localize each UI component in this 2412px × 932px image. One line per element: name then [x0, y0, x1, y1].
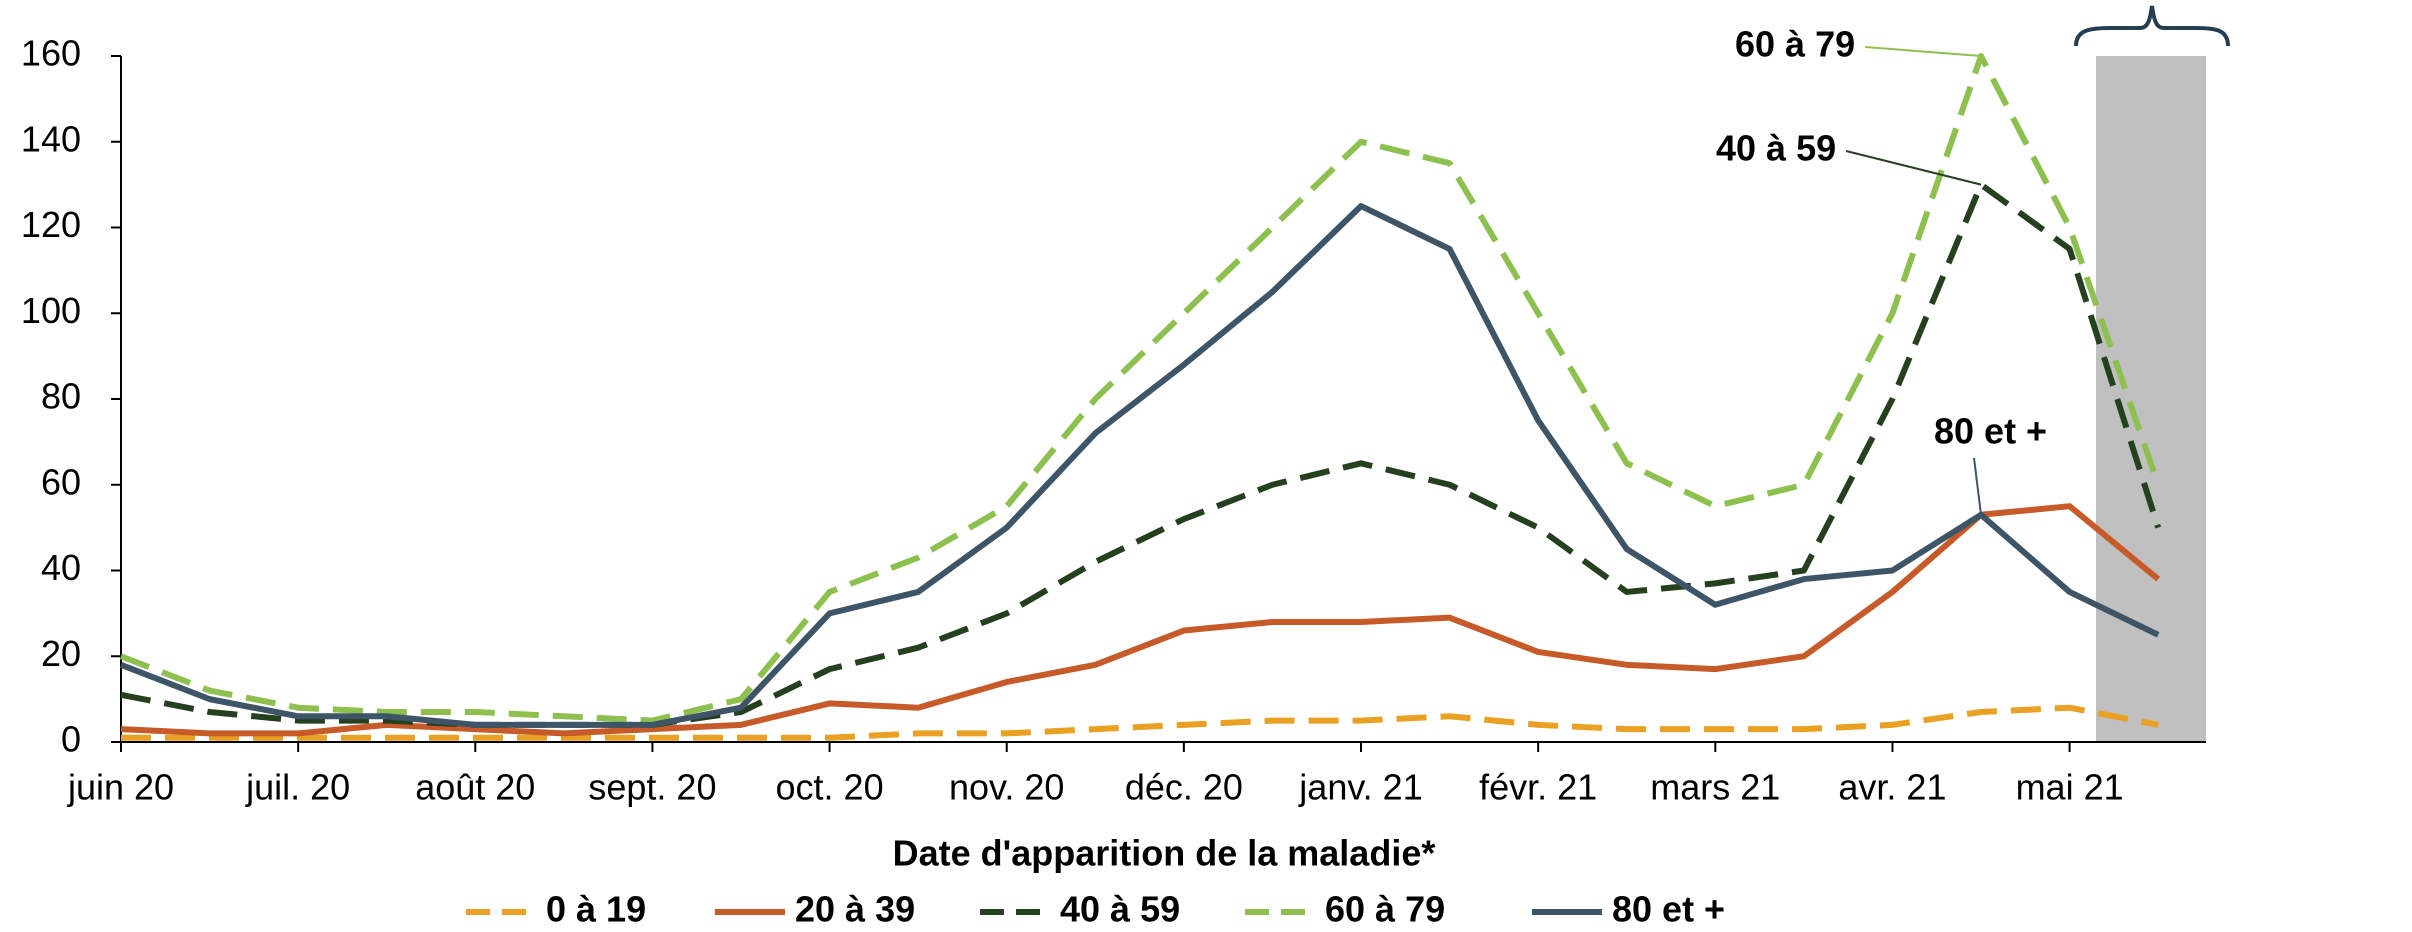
x-tick-label: mai 21 — [2016, 767, 2124, 808]
x-axis-title: Date d'apparition de la maladie* — [893, 833, 1436, 874]
x-tick-label: juin 20 — [67, 767, 174, 808]
brace — [2074, 5, 2230, 47]
series-line — [120, 181, 2162, 728]
legend-label: 60 à 79 — [1325, 889, 1445, 930]
x-tick-label: mars 21 — [1650, 767, 1780, 808]
shaded-period — [2096, 56, 2206, 742]
series-annotation: 80 et + — [1934, 411, 2047, 452]
x-tick-label: déc. 20 — [1125, 767, 1243, 808]
series-line — [119, 203, 2160, 728]
series-annotation: 40 à 59 — [1716, 128, 1836, 169]
y-tick-label: 0 — [61, 719, 81, 760]
leader-line — [1973, 457, 1983, 515]
leader-line — [1865, 46, 1982, 57]
legend-label: 80 et + — [1612, 889, 1725, 930]
legend-label: 20 à 39 — [795, 889, 915, 930]
y-tick-label: 120 — [21, 204, 81, 245]
y-tick-label: 80 — [41, 376, 81, 417]
y-tick-label: 20 — [41, 633, 81, 674]
y-tick-label: 40 — [41, 547, 81, 588]
x-tick-label: avr. 21 — [1838, 767, 1946, 808]
series-line — [121, 704, 2159, 741]
series-annotation: 60 à 79 — [1735, 24, 1855, 65]
y-tick-label: 140 — [21, 118, 81, 159]
y-tick-label: 100 — [21, 290, 81, 331]
x-tick-label: sept. 20 — [588, 767, 716, 808]
x-tick-label: août 20 — [415, 767, 535, 808]
legend-label: 40 à 59 — [1060, 889, 1180, 930]
x-tick-label: juil. 20 — [245, 767, 350, 808]
y-tick-label: 60 — [41, 461, 81, 502]
series-line — [119, 53, 2162, 724]
y-tick-label: 160 — [21, 33, 81, 74]
legend-label: 0 à 19 — [546, 889, 646, 930]
x-tick-label: oct. 20 — [776, 767, 884, 808]
leader-line — [1845, 150, 1982, 186]
series-line — [120, 503, 2161, 737]
x-tick-label: févr. 21 — [1479, 767, 1597, 808]
x-tick-label: janv. 21 — [1298, 767, 1422, 808]
x-tick-label: nov. 20 — [949, 767, 1064, 808]
